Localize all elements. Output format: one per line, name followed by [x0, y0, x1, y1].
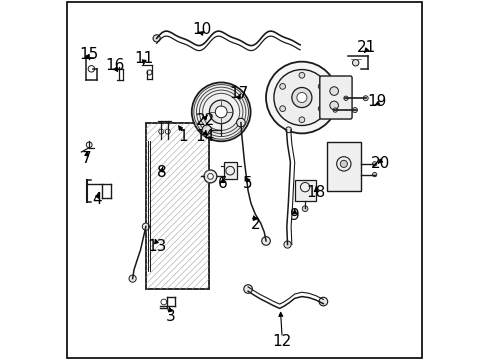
Text: 7: 7 — [81, 151, 91, 166]
Circle shape — [203, 170, 217, 183]
Text: 13: 13 — [147, 239, 166, 254]
Bar — [326, 142, 360, 191]
Text: 2: 2 — [250, 217, 260, 232]
Text: 21: 21 — [356, 40, 375, 55]
Text: 22: 22 — [195, 113, 214, 128]
Circle shape — [191, 82, 250, 141]
Text: 4: 4 — [92, 192, 102, 207]
Text: 5: 5 — [243, 176, 252, 191]
Text: 10: 10 — [191, 22, 211, 37]
Text: 17: 17 — [229, 86, 248, 102]
Text: 14: 14 — [195, 130, 214, 144]
Circle shape — [352, 59, 358, 66]
Text: 16: 16 — [105, 58, 125, 73]
Circle shape — [340, 160, 346, 167]
Text: 12: 12 — [272, 334, 291, 349]
Circle shape — [236, 118, 244, 127]
Text: 15: 15 — [79, 47, 98, 62]
Text: 1: 1 — [178, 130, 188, 144]
Circle shape — [352, 108, 357, 113]
Circle shape — [302, 206, 307, 212]
Text: 6: 6 — [218, 176, 227, 191]
Text: 19: 19 — [367, 94, 386, 109]
Text: 8: 8 — [157, 165, 166, 180]
Circle shape — [284, 241, 290, 248]
Circle shape — [129, 275, 136, 282]
Circle shape — [209, 100, 232, 123]
Circle shape — [279, 84, 285, 89]
Text: 11: 11 — [134, 50, 153, 66]
Circle shape — [215, 106, 226, 118]
Circle shape — [161, 299, 166, 305]
Circle shape — [329, 87, 338, 95]
FancyBboxPatch shape — [319, 76, 351, 119]
Text: 18: 18 — [306, 185, 325, 200]
Circle shape — [88, 66, 94, 72]
Bar — [223, 162, 236, 179]
Circle shape — [291, 87, 311, 108]
Circle shape — [298, 117, 304, 123]
Circle shape — [319, 297, 327, 306]
Text: 9: 9 — [289, 208, 299, 223]
Circle shape — [142, 223, 149, 230]
Circle shape — [261, 237, 270, 245]
Circle shape — [265, 62, 337, 134]
Circle shape — [343, 96, 347, 100]
Circle shape — [332, 108, 337, 112]
Circle shape — [298, 72, 304, 78]
Bar — [294, 180, 315, 201]
Circle shape — [244, 285, 252, 293]
Circle shape — [147, 70, 152, 75]
Circle shape — [318, 106, 324, 112]
Circle shape — [296, 93, 306, 103]
Circle shape — [165, 129, 170, 134]
Circle shape — [207, 174, 213, 179]
Circle shape — [273, 69, 329, 126]
Circle shape — [363, 96, 367, 101]
Text: 3: 3 — [166, 309, 176, 324]
Circle shape — [372, 172, 376, 177]
Circle shape — [202, 125, 211, 134]
Circle shape — [159, 129, 163, 134]
Circle shape — [372, 162, 376, 166]
Text: 20: 20 — [370, 156, 389, 171]
Circle shape — [285, 127, 291, 133]
Circle shape — [329, 101, 338, 110]
Circle shape — [86, 142, 92, 148]
Circle shape — [279, 106, 285, 112]
Bar — [145, 123, 208, 289]
Circle shape — [318, 84, 324, 89]
Circle shape — [153, 35, 160, 42]
